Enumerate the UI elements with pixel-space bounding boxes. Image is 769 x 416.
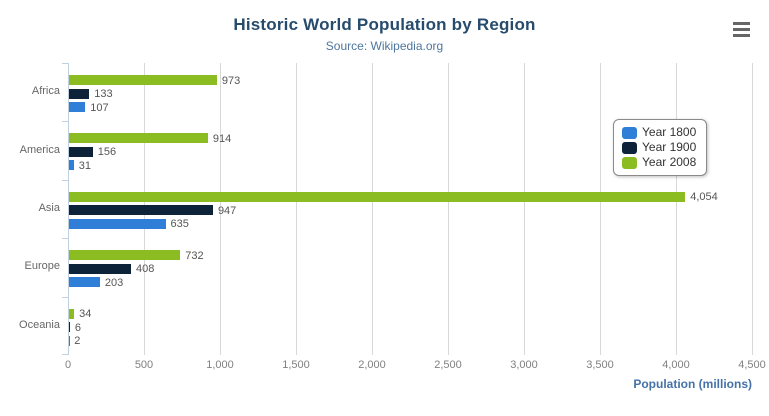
axis-tick [62, 63, 68, 64]
gridline [600, 63, 601, 355]
x-tick-label: 4,000 [662, 359, 690, 371]
x-tick-label: 2,500 [434, 359, 462, 371]
axis-tick [62, 238, 68, 240]
x-tick-label: 3,000 [510, 359, 538, 371]
x-tick-label: 500 [134, 359, 154, 371]
bar-value-label: 31 [78, 159, 91, 172]
legend-item-label: Year 2008 [642, 155, 697, 169]
bar-value-label: 34 [79, 308, 92, 321]
chart-title: Historic World Population by Region [233, 15, 536, 34]
category-label-america: America [19, 143, 60, 156]
legend-item-year-1900[interactable]: Year 1900 [622, 141, 696, 154]
bar-value-label: 947 [217, 204, 237, 217]
gridline [220, 63, 221, 355]
bar-america-year-1800[interactable] [69, 160, 74, 171]
chart-subtitle: Source: Wikipedia.org [325, 39, 444, 53]
bar-value-label: 107 [90, 101, 109, 114]
legend-swatch-icon [622, 126, 637, 139]
bar-value-label: 133 [94, 88, 113, 100]
category-label-africa: Africa [31, 85, 60, 98]
bar-value-label: 914 [212, 132, 232, 145]
bar-asia-year-1800[interactable] [69, 218, 166, 229]
x-tick-label: 4,500 [738, 359, 766, 371]
axis-tick [62, 179, 68, 181]
axis-tick [62, 354, 68, 355]
gridline [372, 63, 373, 355]
bar-value-label: 732 [185, 249, 204, 262]
axis-tick [62, 121, 68, 123]
legend-item-label: Year 1800 [642, 125, 697, 139]
category-label-asia: Asia [38, 202, 60, 214]
bar-oceania-year-1800[interactable] [69, 335, 70, 346]
bar-europe-year-1900[interactable] [69, 263, 132, 274]
bar-europe-year-2008[interactable] [69, 250, 181, 261]
bar-africa-year-1800[interactable] [69, 102, 86, 112]
export-menu-button[interactable] [733, 22, 750, 37]
bar-oceania-year-1900[interactable] [69, 322, 70, 333]
category-label-europe: Europe [24, 260, 60, 273]
gridline [752, 63, 753, 355]
x-axis-title: Population (millions) [633, 377, 752, 391]
bar-value-label: 635 [170, 218, 189, 231]
gridline [448, 63, 449, 355]
legend: Year 1800 Year 1900 Year 2008 [613, 119, 708, 176]
bar-value-label: 203 [104, 276, 124, 289]
hamburger-icon [733, 34, 750, 37]
x-tick-label: 0 [64, 359, 72, 371]
legend-swatch-icon [622, 141, 637, 154]
bar-value-label: 6 [74, 321, 82, 334]
legend-swatch-icon [622, 156, 637, 169]
category-label-oceania: Oceania [19, 318, 60, 331]
x-tick-label: 1,000 [206, 359, 234, 371]
bar-asia-year-2008[interactable] [69, 191, 686, 202]
bar-america-year-2008[interactable] [69, 133, 208, 144]
bar-value-label: 156 [97, 146, 117, 159]
bar-asia-year-1900[interactable] [69, 205, 213, 216]
bar-value-label: 2 [74, 335, 81, 348]
legend-item-label: Year 1900 [642, 140, 697, 154]
plot-area: 973 133 107 914 156 31 4,054 947 635 732 408 203 34 6… [62, 63, 753, 355]
legend-item-year-1800[interactable]: Year 1800 [622, 126, 696, 139]
x-tick-label: 3,500 [586, 359, 614, 371]
bar-value-label: 408 [136, 263, 155, 276]
hamburger-icon [733, 28, 750, 31]
bar-america-year-1900[interactable] [69, 146, 93, 157]
bar-value-label: 973 [221, 74, 241, 87]
bar-africa-year-2008[interactable] [69, 75, 217, 85]
bar-oceania-year-2008[interactable] [69, 308, 75, 319]
axis-tick [62, 296, 68, 298]
bar-value-label: 4,054 [690, 191, 718, 204]
gridline [524, 63, 525, 355]
x-tick-label: 1,500 [282, 359, 310, 371]
gridline [296, 63, 297, 355]
bar-africa-year-1900[interactable] [69, 88, 90, 99]
bar-europe-year-1800[interactable] [69, 277, 100, 288]
gridline [676, 63, 677, 355]
x-tick-label: 2,000 [358, 359, 386, 371]
legend-item-year-2008[interactable]: Year 2008 [622, 156, 696, 169]
hamburger-icon [733, 22, 750, 25]
